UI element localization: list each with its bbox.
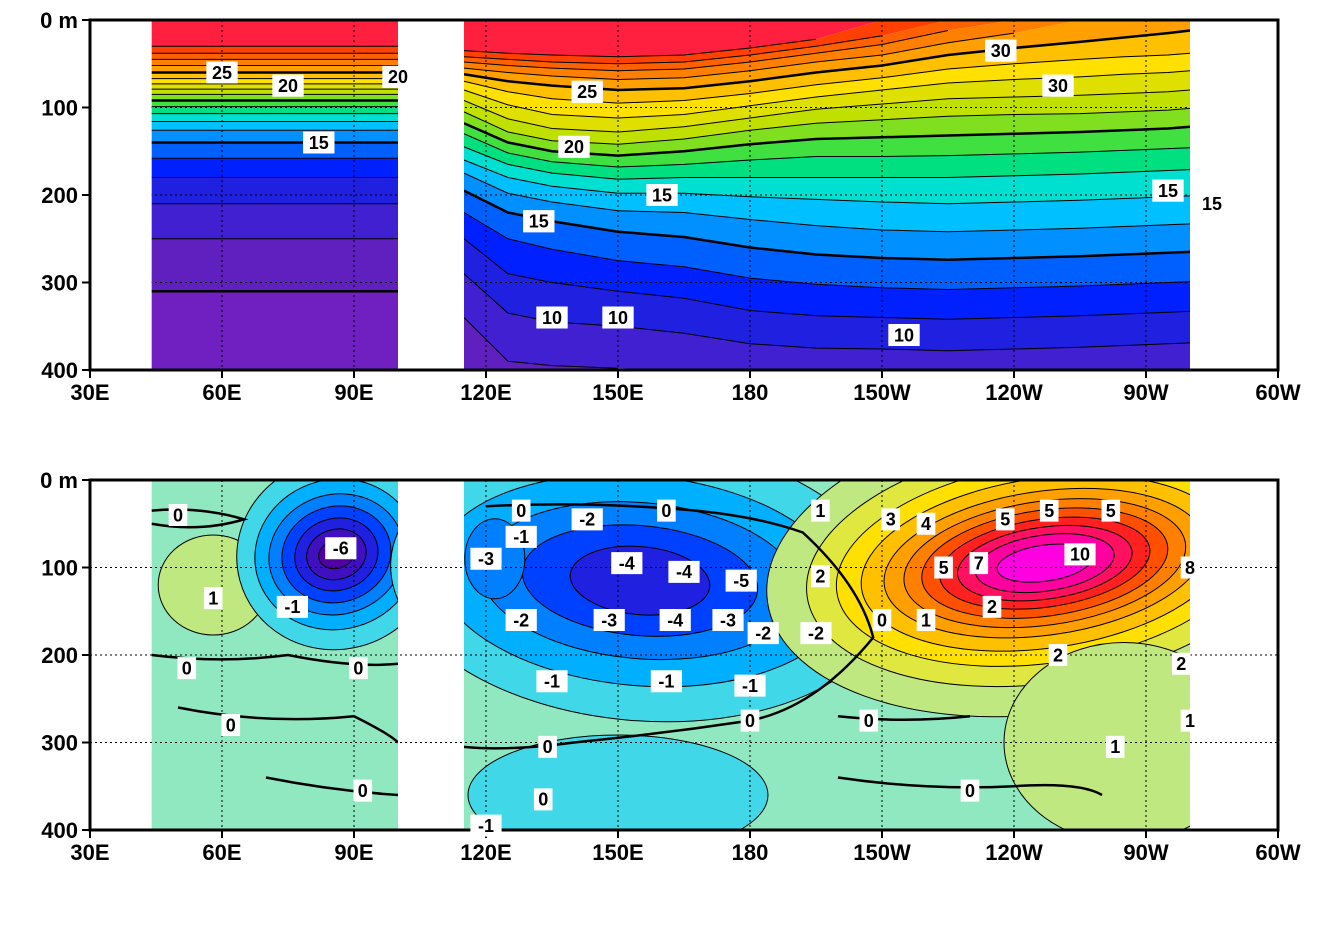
svg-text:20: 20: [278, 76, 298, 96]
svg-text:120E: 120E: [460, 840, 511, 865]
svg-text:-1: -1: [284, 597, 300, 617]
panel-bottom: 0 m10020030040030E60E90E120E150E180150W1…: [10, 470, 1308, 870]
panel-top: 0 m10020030040030E60E90E120E150E180150W1…: [10, 10, 1308, 410]
svg-text:0: 0: [226, 715, 236, 735]
svg-text:5: 5: [939, 558, 949, 578]
svg-text:-1: -1: [544, 672, 560, 692]
svg-text:10: 10: [894, 325, 914, 345]
svg-text:2: 2: [1176, 654, 1186, 674]
svg-text:60W: 60W: [1255, 380, 1300, 405]
svg-text:15: 15: [529, 212, 549, 232]
svg-text:8: 8: [1185, 558, 1195, 578]
svg-text:0 m: 0 m: [40, 10, 78, 33]
svg-text:10: 10: [608, 308, 628, 328]
chart-bottom: 0 m10020030040030E60E90E120E150E180150W1…: [10, 470, 1308, 870]
svg-text:-2: -2: [755, 623, 771, 643]
svg-text:20: 20: [388, 67, 408, 87]
svg-text:5: 5: [1106, 501, 1116, 521]
svg-text:2: 2: [987, 597, 997, 617]
svg-text:30: 30: [1048, 76, 1068, 96]
svg-text:180: 180: [732, 840, 769, 865]
svg-text:-4: -4: [619, 553, 635, 573]
svg-text:15: 15: [652, 185, 672, 205]
svg-text:0: 0: [173, 505, 183, 525]
svg-text:15: 15: [1158, 181, 1178, 201]
svg-text:300: 300: [41, 271, 78, 296]
svg-text:100: 100: [41, 96, 78, 121]
svg-text:200: 200: [41, 643, 78, 668]
svg-text:120W: 120W: [985, 380, 1043, 405]
svg-text:150E: 150E: [592, 840, 643, 865]
svg-text:0: 0: [543, 737, 553, 757]
svg-text:0: 0: [538, 790, 548, 810]
svg-text:0: 0: [877, 610, 887, 630]
svg-text:10: 10: [542, 308, 562, 328]
svg-text:-6: -6: [333, 539, 349, 559]
svg-text:-5: -5: [733, 571, 749, 591]
svg-text:30E: 30E: [70, 840, 109, 865]
svg-text:7: 7: [974, 553, 984, 573]
svg-text:-2: -2: [513, 610, 529, 630]
svg-text:60E: 60E: [202, 840, 241, 865]
svg-text:-3: -3: [478, 549, 494, 569]
svg-text:150E: 150E: [592, 380, 643, 405]
svg-text:120E: 120E: [460, 380, 511, 405]
svg-text:5: 5: [1044, 501, 1054, 521]
chart-top: 0 m10020030040030E60E90E120E150E180150W1…: [10, 10, 1308, 410]
svg-text:15: 15: [309, 133, 329, 153]
svg-text:1: 1: [1185, 711, 1195, 731]
svg-text:-4: -4: [676, 562, 692, 582]
svg-text:30: 30: [991, 41, 1011, 61]
svg-text:-1: -1: [513, 527, 529, 547]
svg-text:-1: -1: [742, 676, 758, 696]
svg-text:5: 5: [1000, 510, 1010, 530]
svg-text:90E: 90E: [334, 840, 373, 865]
svg-text:2: 2: [815, 567, 825, 587]
svg-text:200: 200: [41, 183, 78, 208]
svg-text:150W: 150W: [853, 840, 911, 865]
svg-text:-3: -3: [720, 610, 736, 630]
svg-text:90W: 90W: [1123, 840, 1168, 865]
svg-text:-2: -2: [808, 623, 824, 643]
svg-text:0: 0: [745, 711, 755, 731]
figure: 0 m10020030040030E60E90E120E150E180150W1…: [10, 10, 1308, 870]
svg-text:-4: -4: [667, 610, 683, 630]
svg-text:60E: 60E: [202, 380, 241, 405]
svg-text:0: 0: [661, 501, 671, 521]
svg-text:0: 0: [965, 781, 975, 801]
svg-text:-3: -3: [601, 610, 617, 630]
svg-text:0 m: 0 m: [40, 470, 78, 493]
svg-text:15: 15: [1202, 194, 1222, 214]
svg-text:0: 0: [516, 501, 526, 521]
svg-text:10: 10: [1070, 545, 1090, 565]
svg-text:1: 1: [921, 610, 931, 630]
svg-text:180: 180: [732, 380, 769, 405]
svg-text:0: 0: [864, 711, 874, 731]
svg-text:3: 3: [886, 510, 896, 530]
svg-text:100: 100: [41, 556, 78, 581]
svg-text:120W: 120W: [985, 840, 1043, 865]
svg-text:1: 1: [208, 588, 218, 608]
svg-text:60W: 60W: [1255, 840, 1300, 865]
svg-text:30E: 30E: [70, 380, 109, 405]
svg-text:0: 0: [353, 658, 363, 678]
svg-text:-1: -1: [478, 816, 494, 836]
svg-text:20: 20: [564, 137, 584, 157]
svg-text:0: 0: [182, 658, 192, 678]
svg-text:25: 25: [212, 63, 232, 83]
svg-text:-1: -1: [658, 672, 674, 692]
svg-text:90E: 90E: [334, 380, 373, 405]
svg-text:1: 1: [815, 501, 825, 521]
svg-text:2: 2: [1053, 645, 1063, 665]
svg-text:4: 4: [921, 514, 931, 534]
svg-text:1: 1: [1110, 737, 1120, 757]
svg-text:25: 25: [577, 82, 597, 102]
svg-text:300: 300: [41, 731, 78, 756]
svg-text:0: 0: [358, 781, 368, 801]
svg-text:-2: -2: [579, 510, 595, 530]
svg-text:150W: 150W: [853, 380, 911, 405]
svg-text:90W: 90W: [1123, 380, 1168, 405]
